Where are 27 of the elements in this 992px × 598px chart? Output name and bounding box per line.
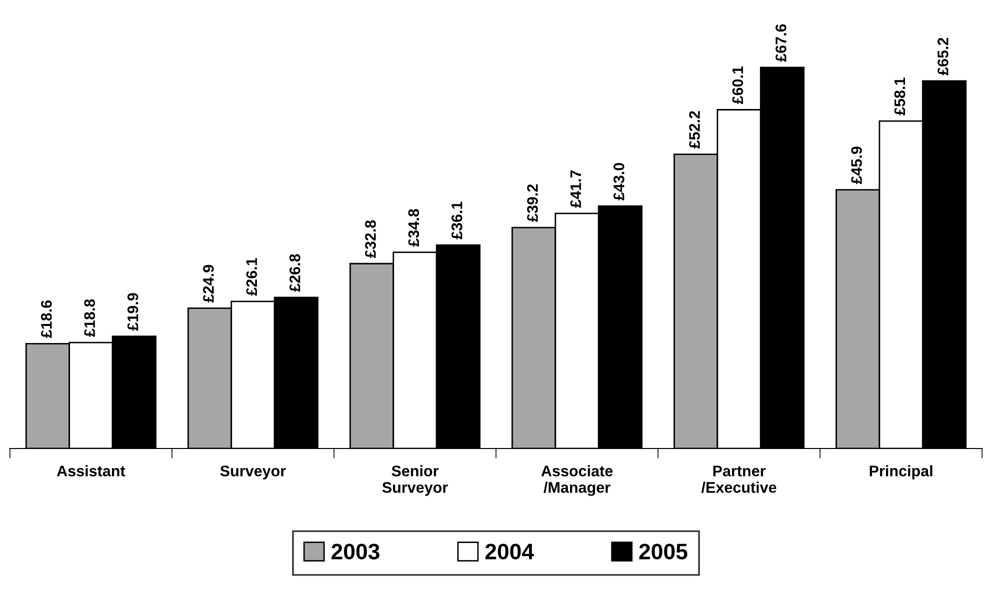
data-label: £24.9 <box>203 264 214 302</box>
data-label: £26.8 <box>289 254 300 292</box>
data-label: £19.9 <box>127 293 138 331</box>
data-label: £26.1 <box>246 258 258 296</box>
data-label: £45.9 <box>851 146 862 184</box>
data-label: £43.0 <box>614 162 624 200</box>
data-label: £39.2 <box>527 184 538 222</box>
legend-label: 2004 <box>485 544 534 560</box>
data-label: £58.1 <box>894 78 906 116</box>
x-tick-label: Partner /Executive <box>701 466 776 493</box>
data-label: £67.6 <box>776 24 786 62</box>
x-tick-label: Senior Surveyor <box>382 465 448 496</box>
legend-label: 2005 <box>639 544 688 560</box>
data-label: £65.2 <box>938 38 948 76</box>
x-tick-label: Surveyor <box>220 466 286 480</box>
data-label: £32.8 <box>365 220 376 258</box>
x-tick-label: Assistant <box>56 465 126 476</box>
data-label: £60.1 <box>732 66 744 104</box>
data-label: £41.7 <box>570 170 581 208</box>
data-label: £18.8 <box>84 299 96 337</box>
data-label: £36.1 <box>451 202 462 240</box>
data-label: £18.6 <box>41 300 52 338</box>
x-tick-label: Associate /Manager <box>541 465 613 496</box>
legend-label: 2003 <box>332 544 380 560</box>
x-tick-label: Principal <box>870 465 932 480</box>
data-label: £52.2 <box>689 111 700 149</box>
data-label: £34.8 <box>408 209 420 247</box>
